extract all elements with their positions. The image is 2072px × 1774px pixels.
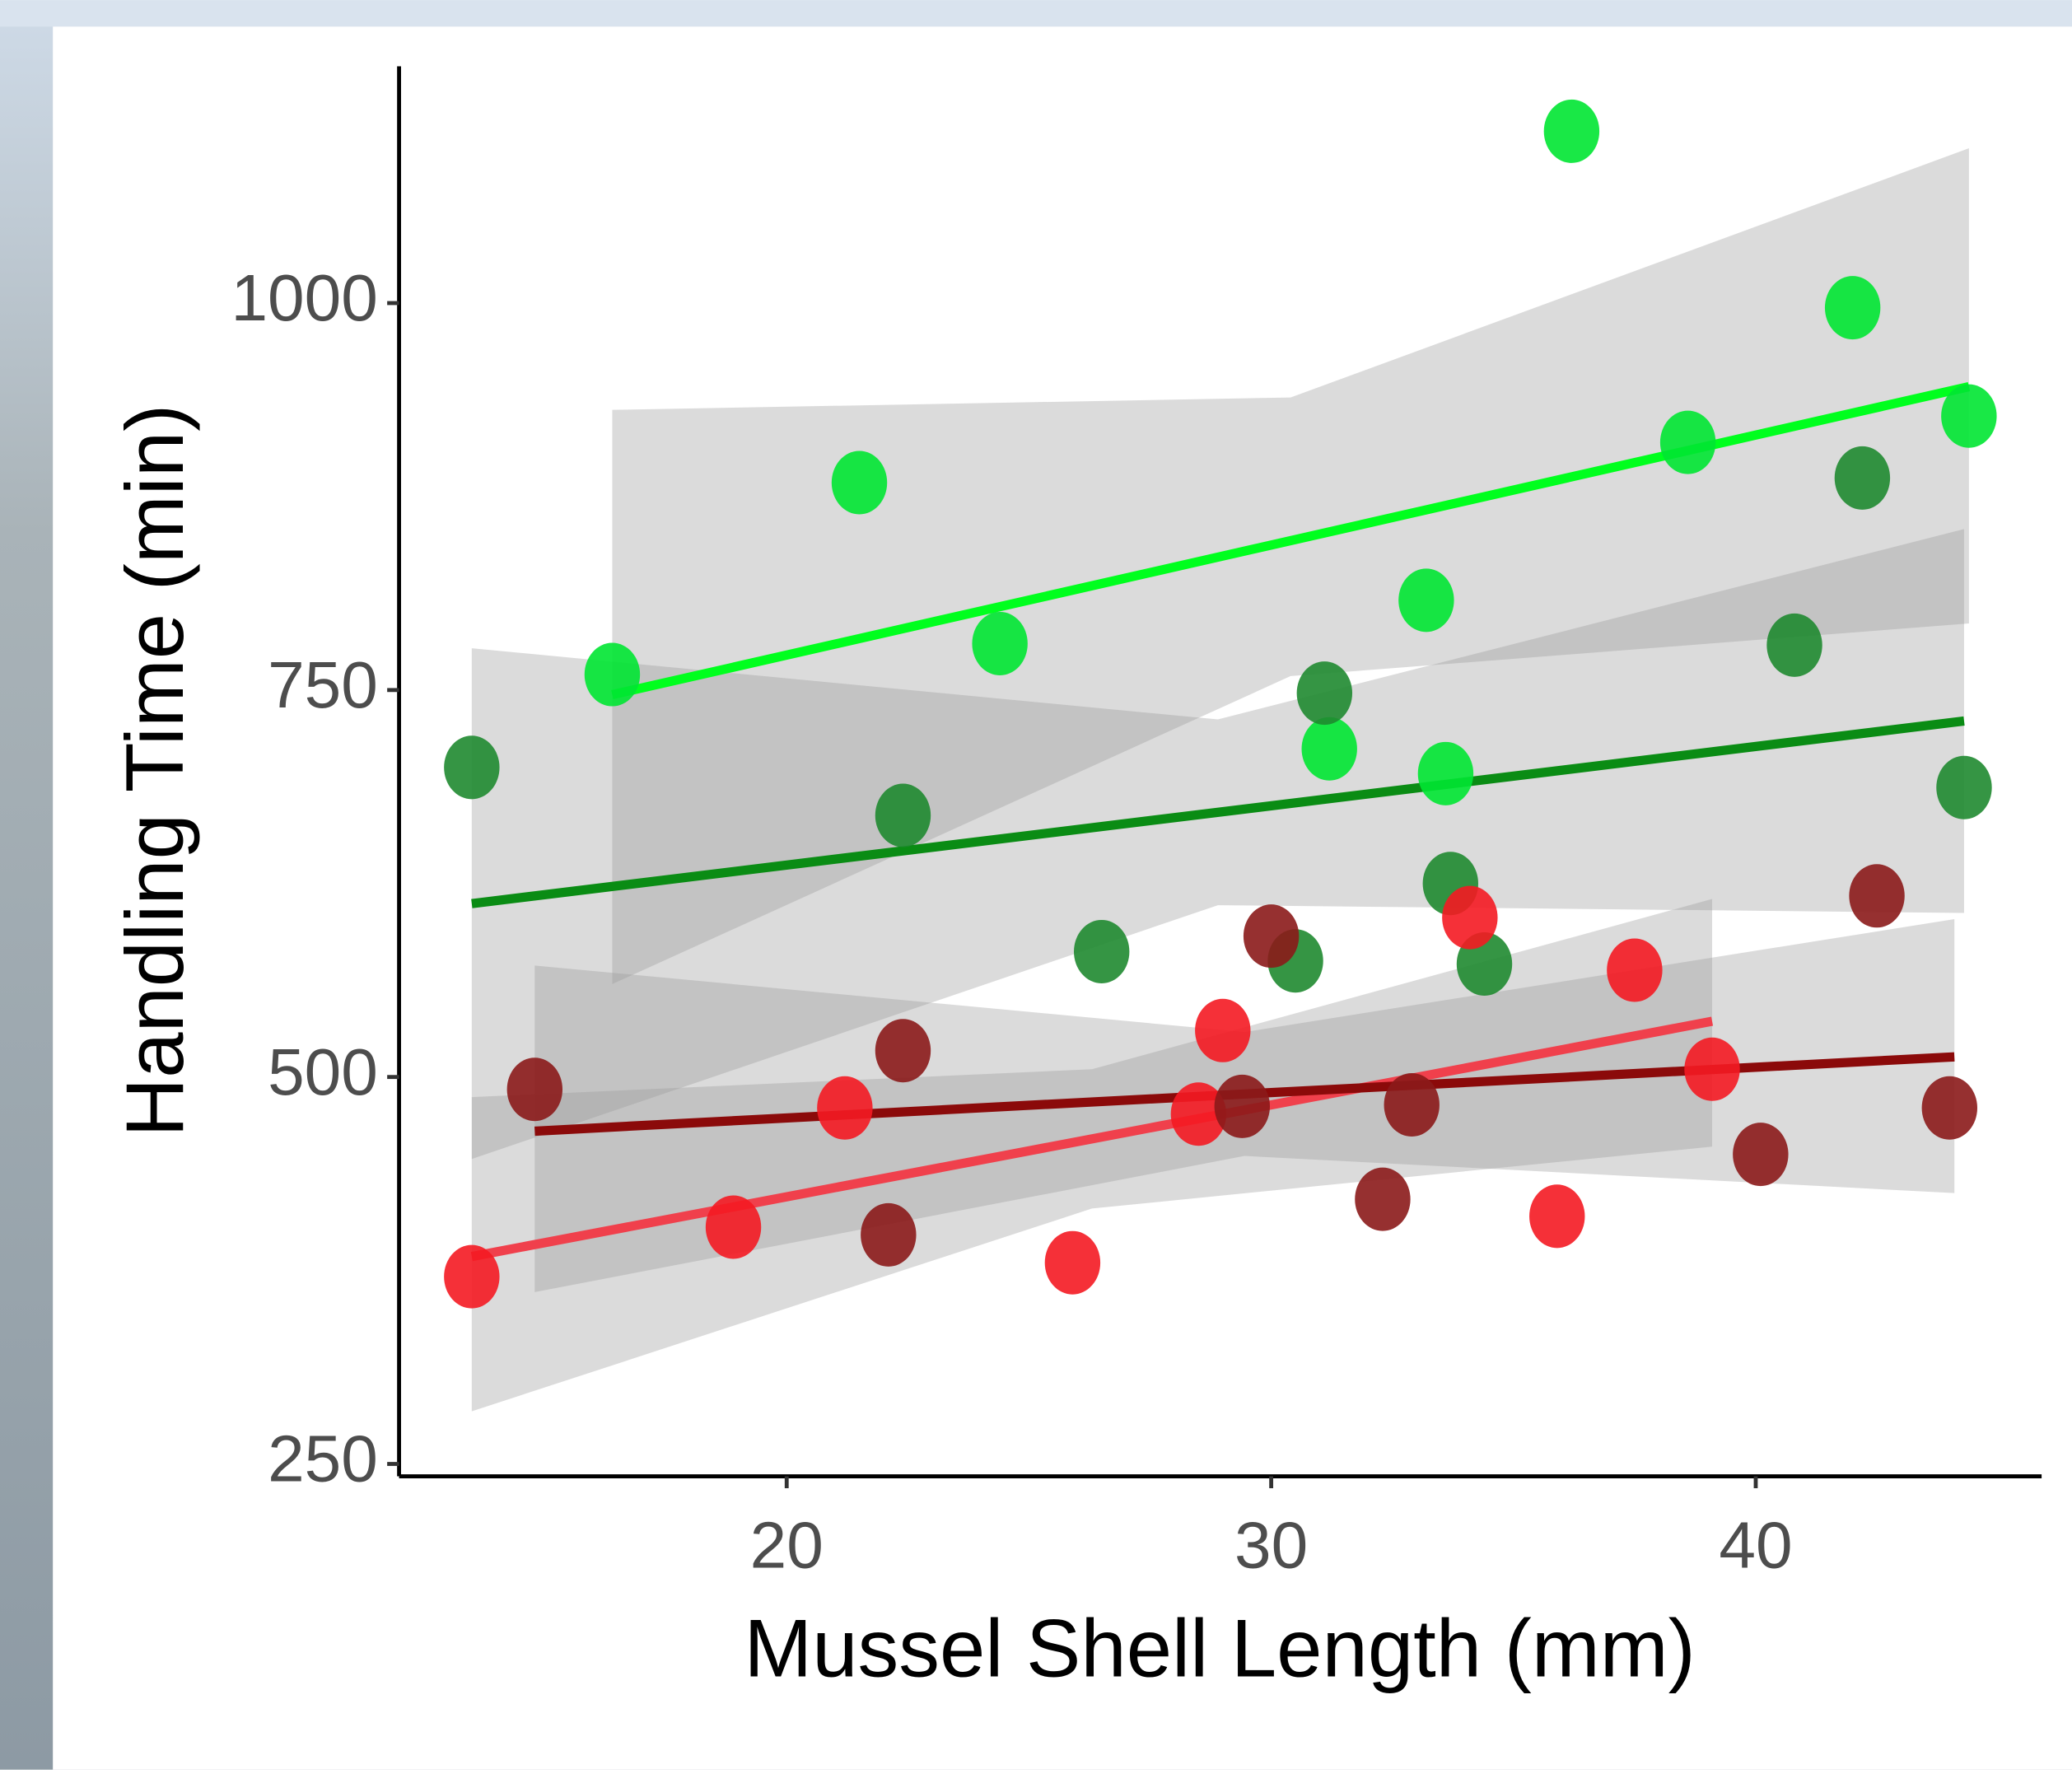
- x-tick-label: 40: [1719, 1508, 1792, 1582]
- point: [1543, 99, 1600, 163]
- confidence-band: [612, 148, 1969, 984]
- y-axis-title: Handling Time (min): [110, 404, 201, 1137]
- point: [817, 1076, 873, 1140]
- point: [1529, 1184, 1585, 1249]
- point: [1355, 1167, 1411, 1231]
- point: [1684, 1037, 1740, 1101]
- point: [1659, 410, 1716, 474]
- point: [1921, 1076, 1978, 1140]
- point: [972, 611, 1028, 675]
- point: [1824, 276, 1881, 340]
- point: [1941, 384, 1997, 448]
- point: [1296, 661, 1353, 726]
- point: [1301, 717, 1357, 781]
- chart-panel: [53, 26, 2072, 1770]
- point: [1442, 885, 1498, 950]
- point: [1214, 1074, 1271, 1138]
- y-tick-label: 500: [268, 1034, 378, 1109]
- point: [1243, 904, 1300, 969]
- point: [1849, 864, 1905, 928]
- fit-line: [471, 716, 1965, 908]
- point: [1607, 938, 1663, 1002]
- fit-line: [470, 1016, 1714, 1262]
- point: [444, 735, 500, 800]
- y-tick-label: 1000: [231, 260, 377, 334]
- point: [1073, 919, 1130, 983]
- point: [705, 1195, 762, 1259]
- point: [1170, 1082, 1227, 1146]
- confidence-band: [471, 899, 1713, 1412]
- point: [1384, 1072, 1440, 1137]
- point: [875, 783, 931, 847]
- top-strip: [0, 0, 2072, 27]
- point: [831, 451, 888, 515]
- point: [1398, 568, 1454, 633]
- y-tick-label: 750: [268, 647, 378, 721]
- x-tick-label: 30: [1234, 1508, 1308, 1582]
- point: [1044, 1230, 1101, 1295]
- point: [1936, 755, 1992, 819]
- point: [1417, 741, 1474, 805]
- fit-line: [611, 382, 1971, 699]
- point: [444, 1244, 500, 1309]
- point: [506, 1057, 563, 1122]
- point: [1195, 998, 1251, 1062]
- x-tick-label: 20: [750, 1508, 824, 1582]
- point: [584, 642, 641, 707]
- confidence-band: [471, 529, 1964, 1160]
- point: [1834, 446, 1891, 510]
- point: [1766, 613, 1822, 677]
- plot: 250 500 750 1000 20 30 40: [231, 66, 2042, 1582]
- y-tick-label: 250: [268, 1422, 378, 1496]
- point: [875, 1019, 931, 1083]
- point: [861, 1202, 917, 1267]
- point: [1733, 1123, 1789, 1187]
- x-axis-title: Mussel Shell Length (mm): [744, 1603, 1695, 1694]
